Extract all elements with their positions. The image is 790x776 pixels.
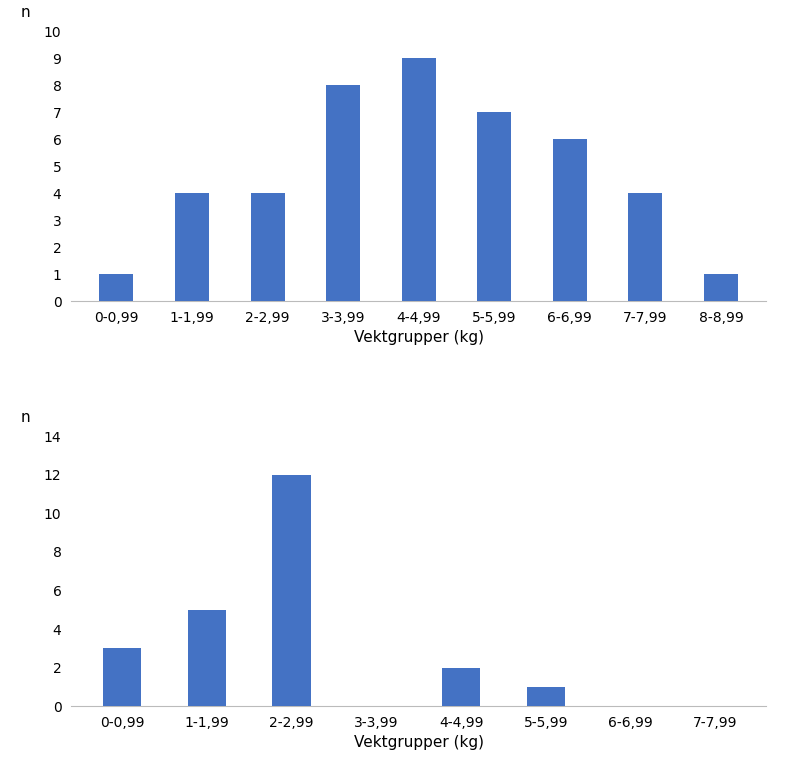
Bar bbox=[628, 193, 662, 301]
Bar bbox=[100, 274, 134, 301]
Bar bbox=[553, 139, 587, 301]
X-axis label: Vektgrupper (kg): Vektgrupper (kg) bbox=[354, 736, 483, 750]
Bar bbox=[704, 274, 738, 301]
Bar bbox=[477, 112, 511, 301]
Bar bbox=[103, 648, 141, 706]
Text: n: n bbox=[21, 411, 31, 425]
Bar bbox=[250, 193, 284, 301]
Bar bbox=[188, 610, 226, 706]
Bar bbox=[273, 475, 310, 706]
Bar bbox=[442, 667, 480, 706]
X-axis label: Vektgrupper (kg): Vektgrupper (kg) bbox=[354, 331, 483, 345]
Text: n: n bbox=[21, 5, 31, 20]
Bar bbox=[175, 193, 209, 301]
Bar bbox=[527, 687, 565, 706]
Bar bbox=[401, 58, 436, 301]
Bar bbox=[326, 85, 360, 301]
